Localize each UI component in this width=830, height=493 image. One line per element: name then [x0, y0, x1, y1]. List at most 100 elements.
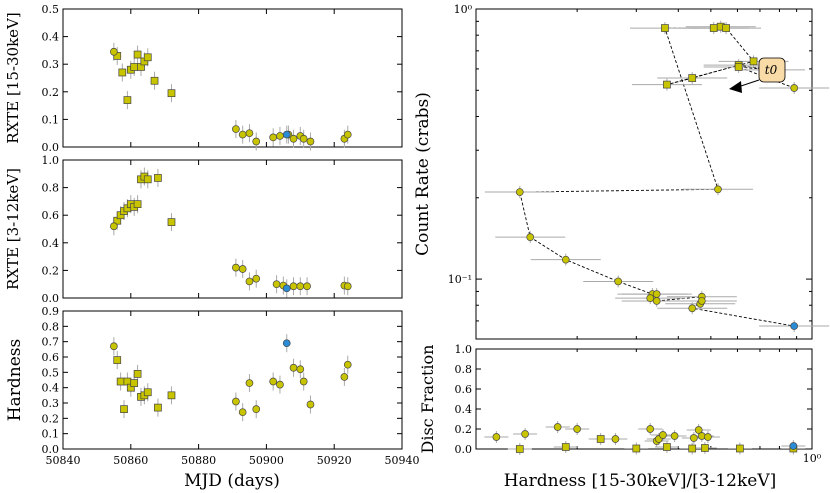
data-point-highlight — [789, 442, 798, 450]
ytick-label: 0.6 — [455, 383, 473, 396]
xtick-label: 50840 — [46, 454, 81, 467]
ytick-label: 0.2 — [455, 423, 473, 436]
data-point-circle — [646, 294, 655, 302]
data-point-circle — [343, 130, 352, 139]
data-point-square — [130, 379, 139, 387]
ytick-label: 0.0 — [42, 141, 60, 154]
data-point-circle — [232, 125, 240, 133]
data-point-circle — [492, 433, 501, 441]
ytick-label: 0.2 — [42, 412, 60, 425]
data-point-highlight — [282, 284, 291, 293]
xtick-label: 50920 — [317, 454, 352, 467]
data-point-square — [663, 443, 671, 451]
annotation-label: t0 — [765, 63, 778, 77]
data-point-circle — [704, 433, 712, 441]
xtick-label: 10⁰ — [803, 452, 822, 465]
data-point-circle — [238, 130, 247, 139]
data-point-square — [663, 80, 671, 89]
panel-frame-hardness — [62, 310, 403, 450]
data-point-circle — [245, 129, 254, 138]
data-point-square — [709, 24, 718, 32]
xtick-label: 50860 — [113, 454, 148, 467]
data-point-circle — [269, 377, 278, 386]
data-point-square — [143, 175, 152, 184]
data-point-square — [113, 356, 122, 364]
ticks-layer: 0.00.10.20.30.40.50.00.20.40.60.81.00.00… — [42, 3, 822, 467]
panel-frame-hid — [475, 8, 813, 340]
ytick-label: 0.0 — [455, 443, 473, 456]
ytick-label: 0.7 — [42, 336, 60, 349]
data-point-circle — [272, 280, 281, 289]
ylabel-hardness: Hardness — [5, 339, 25, 421]
ytick-label: 0.4 — [42, 237, 60, 250]
ytick-label: 0.2 — [42, 86, 60, 99]
data-point-circle — [299, 134, 308, 143]
data-point-square — [701, 444, 709, 452]
data-point-circle — [252, 405, 261, 413]
data-point-circle — [343, 360, 352, 369]
ytick-label: 0.8 — [455, 363, 473, 376]
data-point-circle — [296, 282, 305, 291]
data-point-square — [120, 405, 128, 413]
data-point-circle — [269, 133, 278, 142]
data-point-square — [167, 89, 176, 98]
data-point-circle — [276, 132, 284, 140]
data-point-circle — [289, 134, 298, 143]
connecting-lines-layer — [519, 26, 795, 327]
data-point-circle — [306, 137, 315, 146]
data-point-circle — [109, 342, 118, 351]
annotation-arrow-head — [729, 81, 742, 93]
data-point-square — [749, 57, 758, 66]
data-point-circle — [252, 274, 261, 283]
panel-frame-rxte-soft — [62, 159, 403, 299]
ylabel-rxte-soft: RXTE [3-12keV] — [4, 168, 22, 290]
data-point-circle — [299, 377, 308, 386]
data-point-square — [143, 53, 152, 62]
hid-track-line — [519, 26, 795, 327]
data-point-square — [118, 68, 127, 77]
ytick-label: 0.4 — [42, 31, 60, 44]
data-point-circle — [697, 297, 706, 305]
data-point-circle — [611, 435, 620, 443]
data-point-square — [632, 444, 641, 453]
ytick-label: 0.3 — [42, 58, 60, 71]
data-point-circle — [561, 255, 570, 264]
data-point-highlight — [282, 339, 291, 348]
ytick-label: 1.0 — [455, 343, 473, 356]
data-point-square — [154, 403, 162, 412]
data-point-square — [736, 444, 744, 453]
xtick-label: 50940 — [385, 454, 420, 467]
ytick-label: 0.3 — [42, 397, 60, 410]
xlabel-mjd: MJD (days) — [184, 471, 280, 491]
data-point-circle — [688, 304, 697, 313]
data-point-square — [561, 443, 570, 451]
data-point-square — [688, 74, 697, 82]
xlabel-hardness-ratio: Hardness [15-30keV]/[3-12keV] — [504, 471, 777, 491]
data-point-square — [661, 24, 669, 32]
data-point-square — [167, 391, 176, 400]
data-point-circle — [694, 426, 703, 434]
ytick-label: 0.6 — [42, 209, 60, 222]
data-point-circle — [526, 233, 535, 241]
data-point-circle — [238, 408, 247, 417]
data-point-highlight — [790, 322, 799, 330]
ylabel-disc-fraction: Disc Fraction — [418, 345, 437, 454]
data-point-circle — [573, 425, 581, 433]
data-point-circle — [343, 282, 352, 291]
data-point-square — [734, 63, 743, 71]
data-point-circle — [289, 282, 298, 291]
data-point-circle — [245, 277, 254, 286]
ytick-label: 10⁻¹ — [448, 273, 472, 286]
data-point-square — [150, 76, 159, 85]
data-point-square — [143, 388, 152, 397]
data-point-square — [154, 174, 162, 182]
data-point-square — [130, 63, 139, 71]
xtick-label: 50900 — [249, 454, 284, 467]
data-point-circle — [515, 188, 524, 196]
data-point-square — [688, 444, 697, 453]
data-point-circle — [276, 380, 284, 389]
ytick-label: 0.5 — [42, 366, 60, 379]
ytick-label: 0.6 — [42, 351, 60, 364]
data-point-circle — [521, 430, 529, 438]
